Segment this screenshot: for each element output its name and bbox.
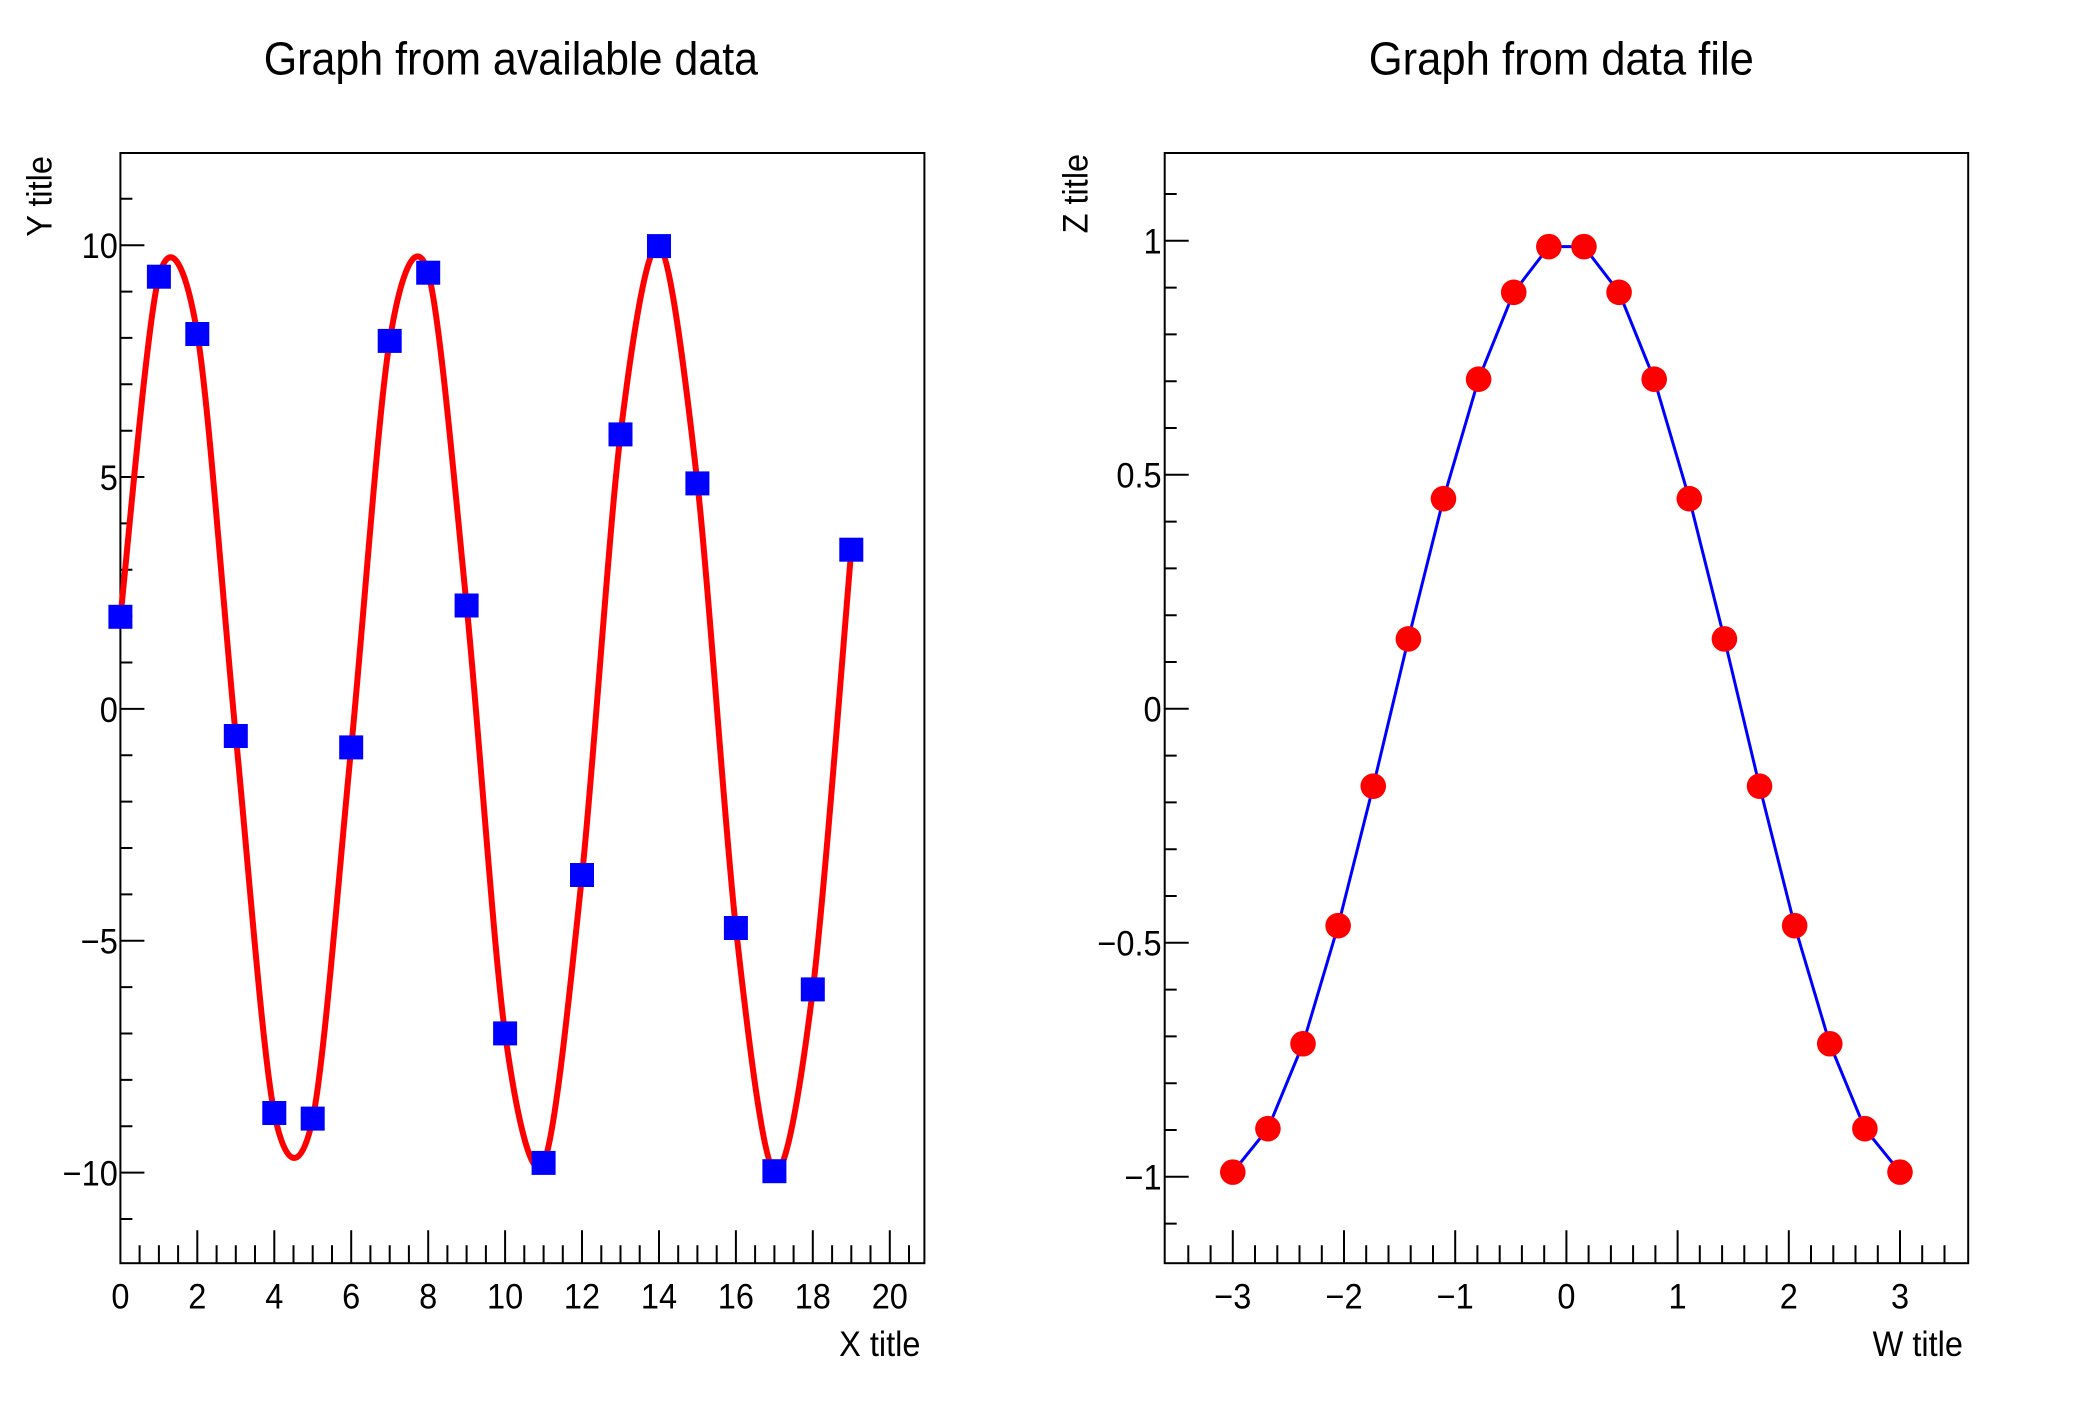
svg-text:−5: −5	[81, 923, 118, 962]
svg-text:6: 6	[342, 1278, 360, 1317]
svg-text:−1: −1	[1437, 1278, 1474, 1317]
svg-text:5: 5	[100, 459, 118, 498]
svg-text:12: 12	[564, 1278, 600, 1317]
svg-text:0: 0	[100, 691, 118, 730]
svg-text:1: 1	[1669, 1278, 1687, 1317]
svg-text:−3: −3	[1214, 1278, 1251, 1317]
svg-text:0: 0	[1143, 691, 1161, 730]
svg-text:18: 18	[795, 1278, 831, 1317]
svg-text:0: 0	[1557, 1278, 1575, 1317]
svg-text:4: 4	[265, 1278, 283, 1317]
svg-text:Graph from data file: Graph from data file	[1369, 33, 1754, 84]
svg-text:2: 2	[188, 1278, 206, 1317]
svg-text:Graph from available data: Graph from available data	[264, 34, 759, 85]
svg-text:−10: −10	[63, 1154, 118, 1193]
svg-text:1: 1	[1143, 223, 1161, 262]
svg-text:0.5: 0.5	[1116, 457, 1161, 496]
svg-text:16: 16	[718, 1278, 754, 1317]
svg-text:10: 10	[487, 1278, 523, 1317]
svg-text:14: 14	[641, 1278, 677, 1317]
svg-text:3: 3	[1891, 1278, 1909, 1317]
svg-text:−2: −2	[1325, 1278, 1362, 1317]
svg-text:10: 10	[82, 227, 118, 266]
svg-text:0: 0	[111, 1278, 129, 1317]
svg-text:2: 2	[1780, 1278, 1798, 1317]
svg-text:X title: X title	[839, 1325, 920, 1364]
svg-text:8: 8	[419, 1278, 437, 1317]
svg-text:W title: W title	[1873, 1325, 1963, 1364]
svg-text:20: 20	[872, 1278, 908, 1317]
svg-text:−1: −1	[1125, 1159, 1162, 1198]
svg-text:Y title: Y title	[20, 156, 59, 237]
svg-text:−0.5: −0.5	[1097, 925, 1161, 964]
svg-text:Z title: Z title	[1056, 154, 1095, 234]
